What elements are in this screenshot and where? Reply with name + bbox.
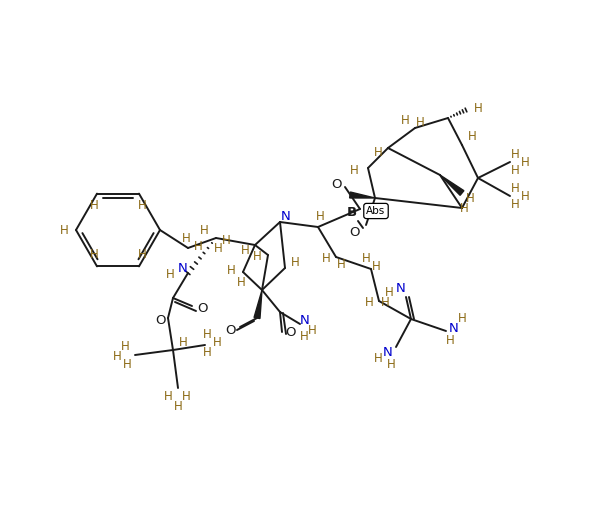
Text: H: H <box>337 259 345 271</box>
Text: H: H <box>316 210 324 224</box>
Text: H: H <box>458 313 466 325</box>
Text: H: H <box>121 340 129 354</box>
Text: H: H <box>300 330 308 342</box>
Text: H: H <box>468 130 476 144</box>
Polygon shape <box>254 290 262 319</box>
Text: H: H <box>521 190 529 202</box>
Text: H: H <box>474 102 482 114</box>
Text: H: H <box>362 252 370 266</box>
Text: H: H <box>89 248 99 261</box>
Text: H: H <box>381 296 389 310</box>
Text: O: O <box>198 302 208 314</box>
Text: H: H <box>212 337 222 349</box>
Text: H: H <box>446 334 454 348</box>
Text: H: H <box>371 260 381 272</box>
Text: H: H <box>241 243 249 257</box>
Text: H: H <box>222 234 230 246</box>
Text: H: H <box>237 276 245 288</box>
Text: H: H <box>59 224 69 236</box>
Text: H: H <box>466 191 474 205</box>
Text: N: N <box>396 282 406 296</box>
Text: H: H <box>138 199 146 212</box>
Text: H: H <box>122 358 132 372</box>
Text: H: H <box>203 329 211 341</box>
Text: B: B <box>347 206 357 218</box>
Text: H: H <box>510 198 520 210</box>
Text: H: H <box>291 257 299 269</box>
Text: H: H <box>349 164 359 178</box>
Text: O: O <box>155 314 165 326</box>
Text: H: H <box>214 242 222 254</box>
Text: H: H <box>510 163 520 176</box>
Text: N: N <box>300 314 310 328</box>
Text: H: H <box>200 224 208 236</box>
Text: N: N <box>281 210 291 224</box>
Text: H: H <box>460 202 468 216</box>
Text: H: H <box>174 400 182 412</box>
Text: H: H <box>510 181 520 195</box>
Text: H: H <box>373 352 382 366</box>
Text: H: H <box>401 113 409 127</box>
Text: H: H <box>253 251 261 263</box>
Text: H: H <box>510 147 520 161</box>
Text: O: O <box>285 325 295 339</box>
Text: H: H <box>521 155 529 169</box>
Text: O: O <box>349 226 360 240</box>
Text: H: H <box>373 146 382 160</box>
Text: H: H <box>193 240 203 252</box>
Text: H: H <box>384 287 394 299</box>
Text: N: N <box>178 261 188 275</box>
Text: H: H <box>182 390 190 402</box>
Text: Abs: Abs <box>367 206 386 216</box>
Text: H: H <box>138 248 146 261</box>
Text: H: H <box>308 323 316 337</box>
Text: H: H <box>113 350 121 364</box>
Text: H: H <box>416 117 424 129</box>
Text: H: H <box>179 335 187 349</box>
Text: O: O <box>332 179 342 191</box>
Text: H: H <box>163 390 173 402</box>
Text: H: H <box>387 358 395 372</box>
Text: N: N <box>449 322 459 335</box>
Polygon shape <box>349 192 375 198</box>
Text: H: H <box>89 199 99 212</box>
Text: H: H <box>166 269 174 281</box>
Text: H: H <box>226 263 236 277</box>
Text: H: H <box>322 252 330 266</box>
Polygon shape <box>440 175 464 196</box>
Text: H: H <box>182 232 190 244</box>
Text: N: N <box>383 346 393 358</box>
Text: O: O <box>225 323 235 337</box>
Text: H: H <box>203 347 211 359</box>
Text: H: H <box>365 296 373 310</box>
